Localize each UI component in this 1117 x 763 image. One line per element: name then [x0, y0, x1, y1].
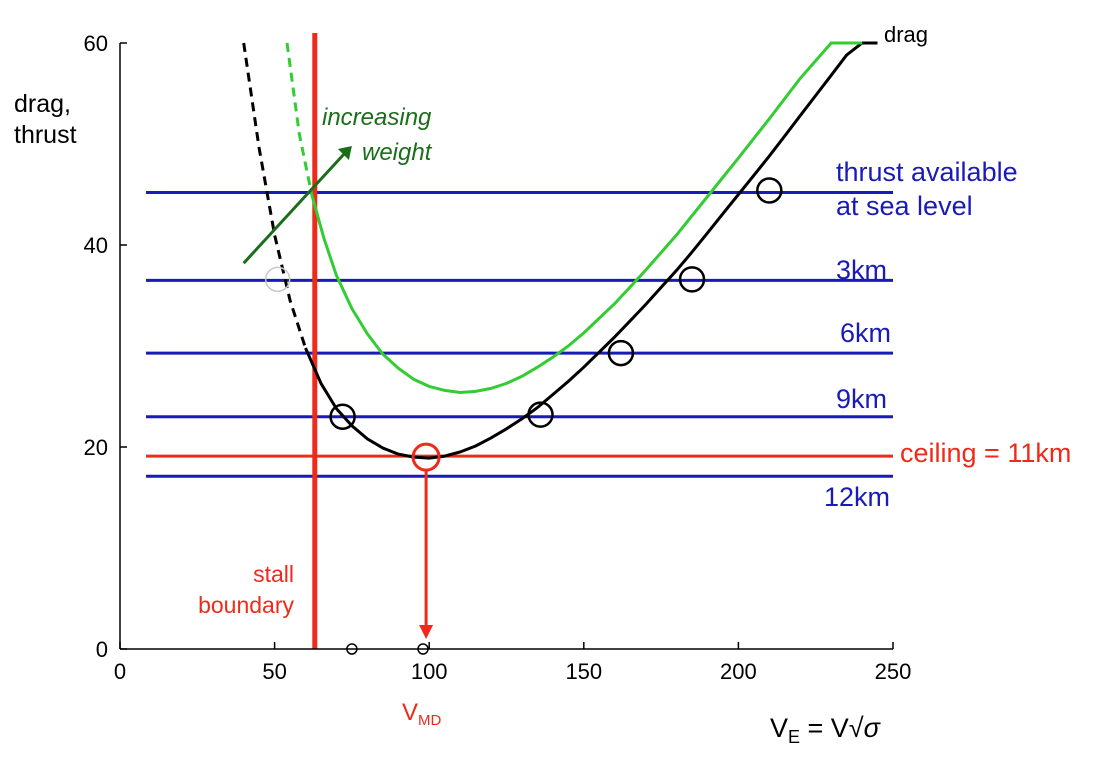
x-axis-label-rest: = V√ — [800, 713, 864, 743]
x-tick-label-1: 50 — [262, 659, 286, 684]
weight-annotation-0: increasing — [322, 104, 432, 131]
thrust-label-4-0: 12km — [824, 482, 890, 512]
x-axis-label-sigma: σ — [864, 713, 882, 743]
y-tick-label-3: 60 — [84, 31, 108, 56]
weight-annotation-1: weight — [362, 139, 433, 166]
x-tick-label-3: 150 — [565, 659, 602, 684]
y-axis-label-1: thrust — [14, 121, 77, 149]
x-axis-label: VE = V√σ — [770, 713, 882, 747]
thrust-label-3-0: 9km — [836, 384, 887, 414]
curve-0 — [304, 41, 878, 460]
x-tick-label-5: 250 — [875, 659, 912, 684]
thrust-label-0-1: at sea level — [836, 191, 973, 221]
thrust-label-1-0: 3km — [836, 255, 887, 285]
y-tick-label-2: 40 — [84, 233, 108, 258]
stall-label-1: boundary — [198, 592, 294, 618]
thrust-label-0-0: thrust available — [836, 157, 1018, 187]
y-tick-label-1: 20 — [84, 435, 108, 460]
vmd-label-base: V — [402, 699, 418, 726]
curve-1 — [310, 41, 863, 395]
vmd-arrow-head — [419, 625, 434, 639]
intersection-marker-0 — [329, 403, 356, 430]
drag-curve-label: drag — [884, 22, 928, 47]
y-axis-label-0: drag, — [14, 90, 71, 118]
x-tick-label-4: 200 — [720, 659, 757, 684]
thrust-label-2-0: 6km — [840, 318, 891, 348]
vmd-label-sub: MD — [418, 712, 441, 729]
curve-dashed-1 — [285, 42, 314, 195]
weight-arrow-shaft — [242, 151, 348, 265]
y-tick-label-0: 0 — [96, 637, 108, 662]
faint-marker — [264, 266, 291, 293]
intersection-marker-3 — [678, 266, 706, 293]
intersection-marker-2 — [607, 339, 635, 367]
vmd-label: VMD — [402, 699, 442, 729]
weight-arrow-head — [337, 146, 352, 161]
ceiling-label: ceiling = 11km — [900, 438, 1071, 468]
x-tick-label-2: 100 — [411, 659, 448, 684]
intersection-marker-1 — [527, 401, 554, 428]
curve-dashed-0 — [242, 42, 307, 349]
stall-label-0: stall — [253, 561, 294, 587]
x-tick-label-0: 0 — [114, 659, 126, 684]
x-axis-label-base: V — [770, 713, 788, 743]
x-axis-label-sub: E — [788, 727, 800, 747]
intersection-marker-4 — [756, 177, 783, 204]
